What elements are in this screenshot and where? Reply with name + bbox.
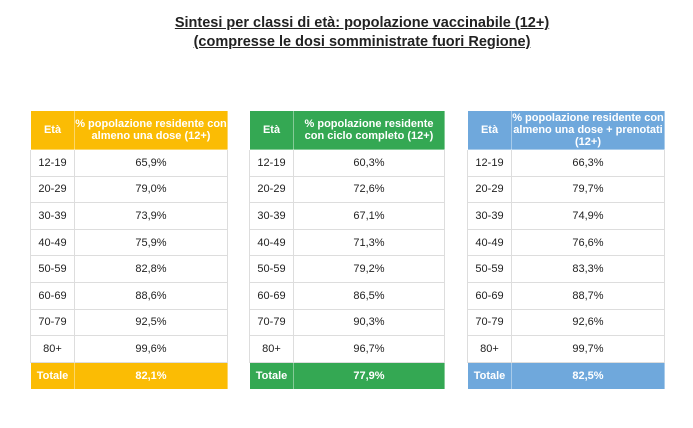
total-row: Totale 82,5%: [467, 361, 665, 390]
table-row: 70-79 92,5%: [30, 308, 228, 337]
table-row: 60-69 88,7%: [467, 281, 665, 310]
value-cell: 99,6%: [74, 335, 228, 363]
table-row: 12-19 60,3%: [249, 149, 445, 177]
age-cell: 50-59: [249, 255, 294, 283]
table-row: 30-39 73,9%: [30, 202, 228, 230]
age-cell: 70-79: [30, 308, 75, 337]
value-cell: 75,9%: [74, 228, 228, 257]
value-cell: 92,5%: [74, 308, 228, 337]
table-row: 50-59 83,3%: [467, 255, 665, 283]
header-age: Età: [249, 110, 294, 150]
header-row: Età% popolazione residente con almeno un…: [467, 110, 665, 150]
age-cell: 30-39: [249, 202, 294, 230]
header-row: Età% popolazione residente con almeno un…: [30, 110, 228, 150]
table-row: 30-39 74,9%: [467, 202, 665, 230]
total-row: Totale 77,9%: [249, 361, 445, 390]
table-row: 60-69 88,6%: [30, 281, 228, 310]
table-row: 40-49 76,6%: [467, 228, 665, 257]
total-label: Totale: [467, 361, 512, 390]
value-cell: 66,3%: [511, 149, 665, 177]
value-cell: 90,3%: [293, 308, 445, 337]
age-cell: 70-79: [467, 308, 512, 337]
page-title: Sintesi per classi di età: popolazione v…: [120, 14, 604, 52]
value-cell: 79,7%: [511, 175, 665, 204]
table-row: 12-19 66,3%: [467, 149, 665, 177]
value-cell: 65,9%: [74, 149, 228, 177]
value-cell: 88,6%: [74, 281, 228, 310]
age-cell: 60-69: [30, 281, 75, 310]
age-cell: 12-19: [249, 149, 294, 177]
value-cell: 72,6%: [293, 175, 445, 204]
total-label: Totale: [30, 361, 75, 390]
table-row: 60-69 86,5%: [249, 281, 445, 310]
table-row: 40-49 75,9%: [30, 228, 228, 257]
age-cell: 60-69: [249, 281, 294, 310]
age-cell: 30-39: [467, 202, 512, 230]
age-cell: 80+: [30, 335, 75, 363]
header-age: Età: [467, 110, 512, 150]
total-value: 82,5%: [511, 361, 665, 390]
table-row: 40-49 71,3%: [249, 228, 445, 257]
age-cell: 30-39: [30, 202, 75, 230]
value-cell: 88,7%: [511, 281, 665, 310]
value-cell: 79,0%: [74, 175, 228, 204]
table-first-dose: Età% popolazione residente con almeno un…: [30, 110, 228, 390]
age-cell: 20-29: [249, 175, 294, 204]
value-cell: 86,5%: [293, 281, 445, 310]
age-cell: 12-19: [30, 149, 75, 177]
age-cell: 80+: [249, 335, 294, 363]
age-cell: 70-79: [249, 308, 294, 337]
value-cell: 74,9%: [511, 202, 665, 230]
value-cell: 71,3%: [293, 228, 445, 257]
table-row: 80+ 96,7%: [249, 335, 445, 363]
age-cell: 60-69: [467, 281, 512, 310]
age-cell: 12-19: [467, 149, 512, 177]
value-cell: 76,6%: [511, 228, 665, 257]
value-cell: 83,3%: [511, 255, 665, 283]
header-age: Età: [30, 110, 75, 150]
value-cell: 60,3%: [293, 149, 445, 177]
table-first-dose-plus-booked: Età% popolazione residente con almeno un…: [467, 110, 665, 390]
header-value: % popolazione residente con almeno una d…: [511, 110, 665, 150]
total-label: Totale: [249, 361, 294, 390]
table-row: 70-79 92,6%: [467, 308, 665, 337]
age-cell: 50-59: [30, 255, 75, 283]
table-row: 20-29 79,0%: [30, 175, 228, 204]
total-value: 82,1%: [74, 361, 228, 390]
age-cell: 40-49: [249, 228, 294, 257]
age-cell: 50-59: [467, 255, 512, 283]
table-row: 50-59 79,2%: [249, 255, 445, 283]
age-cell: 20-29: [467, 175, 512, 204]
table-row: 80+ 99,6%: [30, 335, 228, 363]
value-cell: 67,1%: [293, 202, 445, 230]
title-line-2: (compresse le dosi somministrate fuori R…: [193, 34, 531, 50]
table-row: 70-79 90,3%: [249, 308, 445, 337]
total-row: Totale 82,1%: [30, 361, 228, 390]
value-cell: 73,9%: [74, 202, 228, 230]
value-cell: 99,7%: [511, 335, 665, 363]
header-value: % popolazione residente con ciclo comple…: [293, 110, 445, 150]
table-row: 30-39 67,1%: [249, 202, 445, 230]
table-row: 20-29 79,7%: [467, 175, 665, 204]
table-row: 12-19 65,9%: [30, 149, 228, 177]
age-cell: 20-29: [30, 175, 75, 204]
table-row: 20-29 72,6%: [249, 175, 445, 204]
value-cell: 79,2%: [293, 255, 445, 283]
value-cell: 92,6%: [511, 308, 665, 337]
header-value: % popolazione residente con almeno una d…: [74, 110, 228, 150]
header-row: Età% popolazione residente con ciclo com…: [249, 110, 445, 150]
age-cell: 80+: [467, 335, 512, 363]
age-cell: 40-49: [467, 228, 512, 257]
table-row: 50-59 82,8%: [30, 255, 228, 283]
age-cell: 40-49: [30, 228, 75, 257]
total-value: 77,9%: [293, 361, 445, 390]
value-cell: 96,7%: [293, 335, 445, 363]
table-full-cycle: Età% popolazione residente con ciclo com…: [249, 110, 445, 390]
title-line-1: Sintesi per classi di età: popolazione v…: [174, 15, 550, 31]
table-row: 80+ 99,7%: [467, 335, 665, 363]
value-cell: 82,8%: [74, 255, 228, 283]
